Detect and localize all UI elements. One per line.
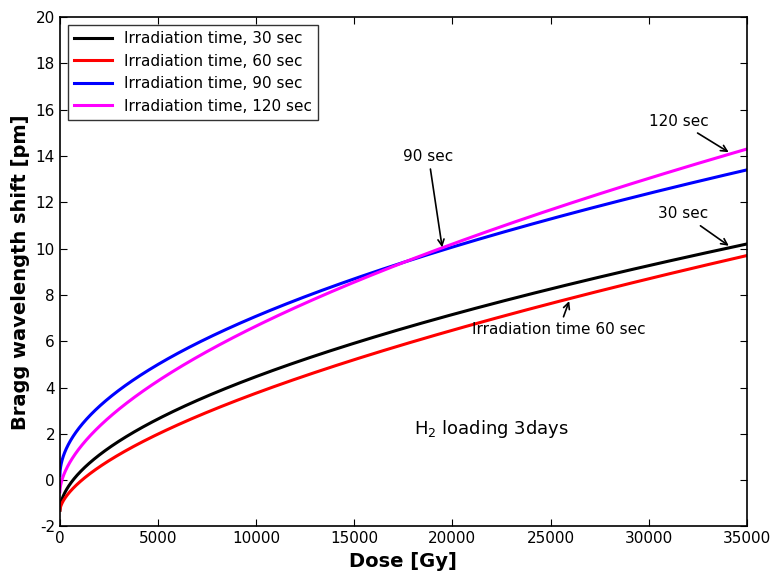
Irradiation time, 30 sec	[134, 426, 143, 433]
Irradiation time, 120 sec	[729, 150, 738, 157]
Line: Irradiation time, 60 sec: Irradiation time, 60 sec	[60, 255, 747, 510]
Irradiation time, 90 sec	[729, 169, 738, 176]
Text: 120 sec: 120 sec	[648, 114, 727, 151]
Irradiation time, 30 sec	[174, 405, 184, 412]
Legend: Irradiation time, 30 sec, Irradiation time, 60 sec, Irradiation time, 90 sec, Ir: Irradiation time, 30 sec, Irradiation ti…	[67, 25, 318, 120]
Irradiation time, 30 sec	[318, 350, 328, 357]
X-axis label: Dose [Gy]: Dose [Gy]	[350, 552, 457, 571]
Line: Irradiation time, 90 sec: Irradiation time, 90 sec	[60, 170, 747, 475]
Irradiation time, 90 sec	[134, 373, 143, 380]
Irradiation time, 120 sec	[348, 279, 357, 286]
Irradiation time, 120 sec	[655, 172, 664, 179]
Irradiation time, 30 sec	[742, 240, 752, 247]
Irradiation time, 90 sec	[174, 349, 184, 356]
Irradiation time, 60 sec	[318, 366, 328, 373]
Irradiation time, 60 sec	[655, 273, 664, 280]
Irradiation time, 90 sec	[318, 286, 328, 293]
Line: Irradiation time, 30 sec: Irradiation time, 30 sec	[60, 244, 747, 510]
Irradiation time, 120 sec	[174, 364, 184, 371]
Text: 90 sec: 90 sec	[404, 148, 454, 246]
Irradiation time, 60 sec	[348, 357, 357, 364]
Irradiation time, 60 sec	[134, 441, 143, 448]
Text: H$_2$ loading 3days: H$_2$ loading 3days	[414, 418, 569, 440]
Irradiation time, 90 sec	[348, 276, 357, 283]
Text: Irradiation time 60 sec: Irradiation time 60 sec	[472, 303, 646, 337]
Irradiation time, 60 sec	[174, 421, 184, 428]
Line: Irradiation time, 120 sec: Irradiation time, 120 sec	[60, 149, 747, 492]
Irradiation time, 60 sec	[729, 255, 738, 262]
Irradiation time, 30 sec	[655, 260, 664, 267]
Irradiation time, 120 sec	[56, 488, 65, 495]
Irradiation time, 30 sec	[729, 243, 738, 250]
Irradiation time, 30 sec	[56, 507, 65, 514]
Irradiation time, 120 sec	[134, 391, 143, 398]
Irradiation time, 120 sec	[742, 146, 752, 152]
Irradiation time, 60 sec	[56, 507, 65, 514]
Irradiation time, 30 sec	[348, 340, 357, 347]
Irradiation time, 90 sec	[655, 187, 664, 194]
Irradiation time, 120 sec	[318, 292, 328, 299]
Text: 30 sec: 30 sec	[658, 207, 727, 244]
Y-axis label: Bragg wavelength shift [pm]: Bragg wavelength shift [pm]	[11, 114, 30, 430]
Irradiation time, 90 sec	[742, 166, 752, 173]
Irradiation time, 90 sec	[56, 472, 65, 479]
Irradiation time, 60 sec	[742, 252, 752, 259]
